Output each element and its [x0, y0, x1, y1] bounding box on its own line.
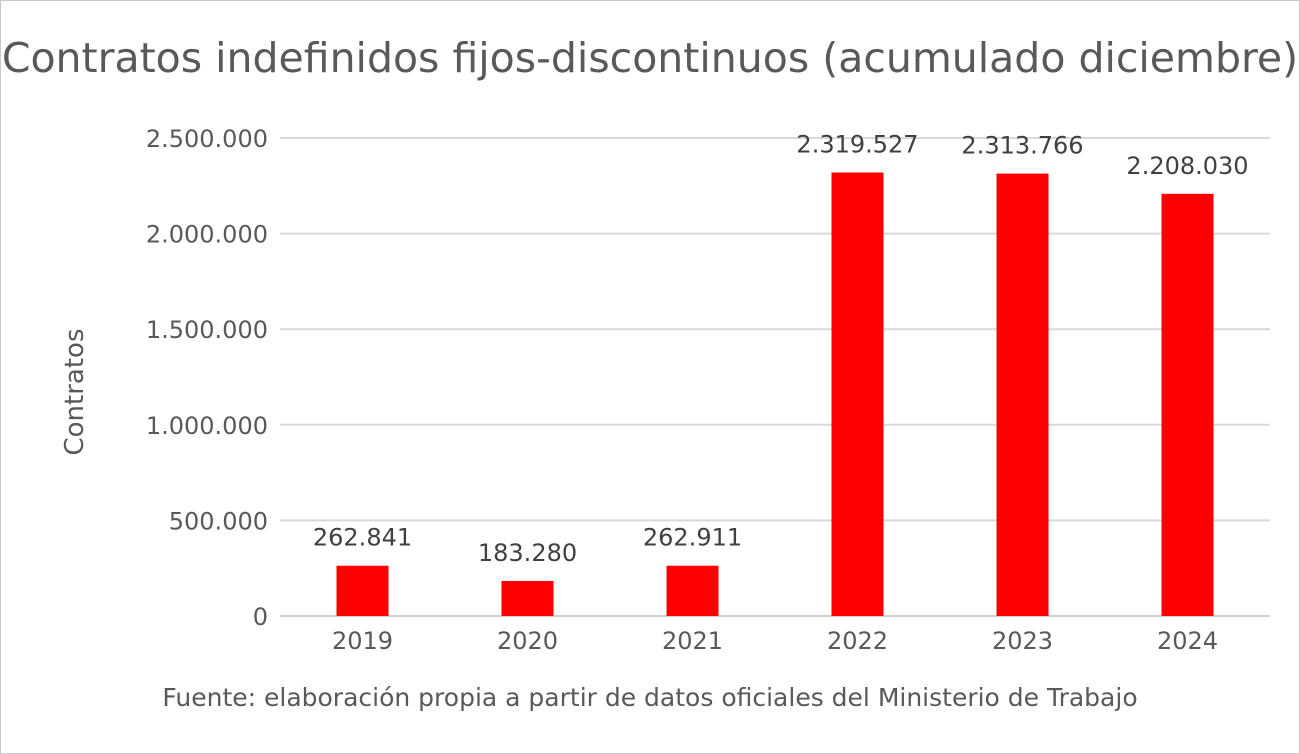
source-note: Fuente: elaboración propia a partir de d…: [162, 683, 1138, 712]
x-tick-label: 2022: [827, 627, 888, 655]
data-label-2024: 2.208.030: [1126, 152, 1248, 180]
y-tick-labels: 0 500.000 1.000.000 1.500.000 2.000.000 2.500…: [146, 125, 268, 631]
gridlines: [280, 137, 1270, 617]
data-label-2023: 2.313.766: [961, 132, 1083, 160]
bar-2020: [501, 580, 554, 616]
data-label-2021: 262.911: [643, 524, 742, 552]
bar-2023: [996, 173, 1049, 616]
y-tick-label: 0: [253, 603, 268, 631]
data-label-2019: 262.841: [313, 524, 412, 552]
chart-title: Contratos indefinidos fijos-discontinuos…: [1, 34, 1299, 82]
x-tick-label: 2020: [497, 627, 558, 655]
y-tick-label: 1.500.000: [146, 316, 268, 344]
bar-2024: [1161, 193, 1214, 617]
data-label-2020: 183.280: [478, 539, 577, 567]
data-labels: 262.841 183.280 262.911 2.319.527 2.313.766 2…: [313, 131, 1249, 567]
data-label-2022: 2.319.527: [796, 131, 918, 159]
x-tick-label: 2023: [992, 627, 1053, 655]
x-tick-labels: 2019 2020 2021 2022 2023 2024: [332, 627, 1218, 655]
bar-2019: [336, 565, 389, 616]
x-tick-label: 2024: [1157, 627, 1218, 655]
bar-2021: [666, 565, 719, 616]
x-tick-label: 2021: [662, 627, 723, 655]
bar-2022: [831, 172, 884, 616]
y-tick-label: 1.000.000: [146, 412, 268, 440]
y-tick-label: 2.000.000: [146, 221, 268, 249]
y-tick-label: 2.500.000: [146, 125, 268, 153]
bars: [336, 172, 1214, 617]
x-tick-label: 2019: [332, 627, 393, 655]
y-tick-label: 500.000: [169, 507, 268, 535]
